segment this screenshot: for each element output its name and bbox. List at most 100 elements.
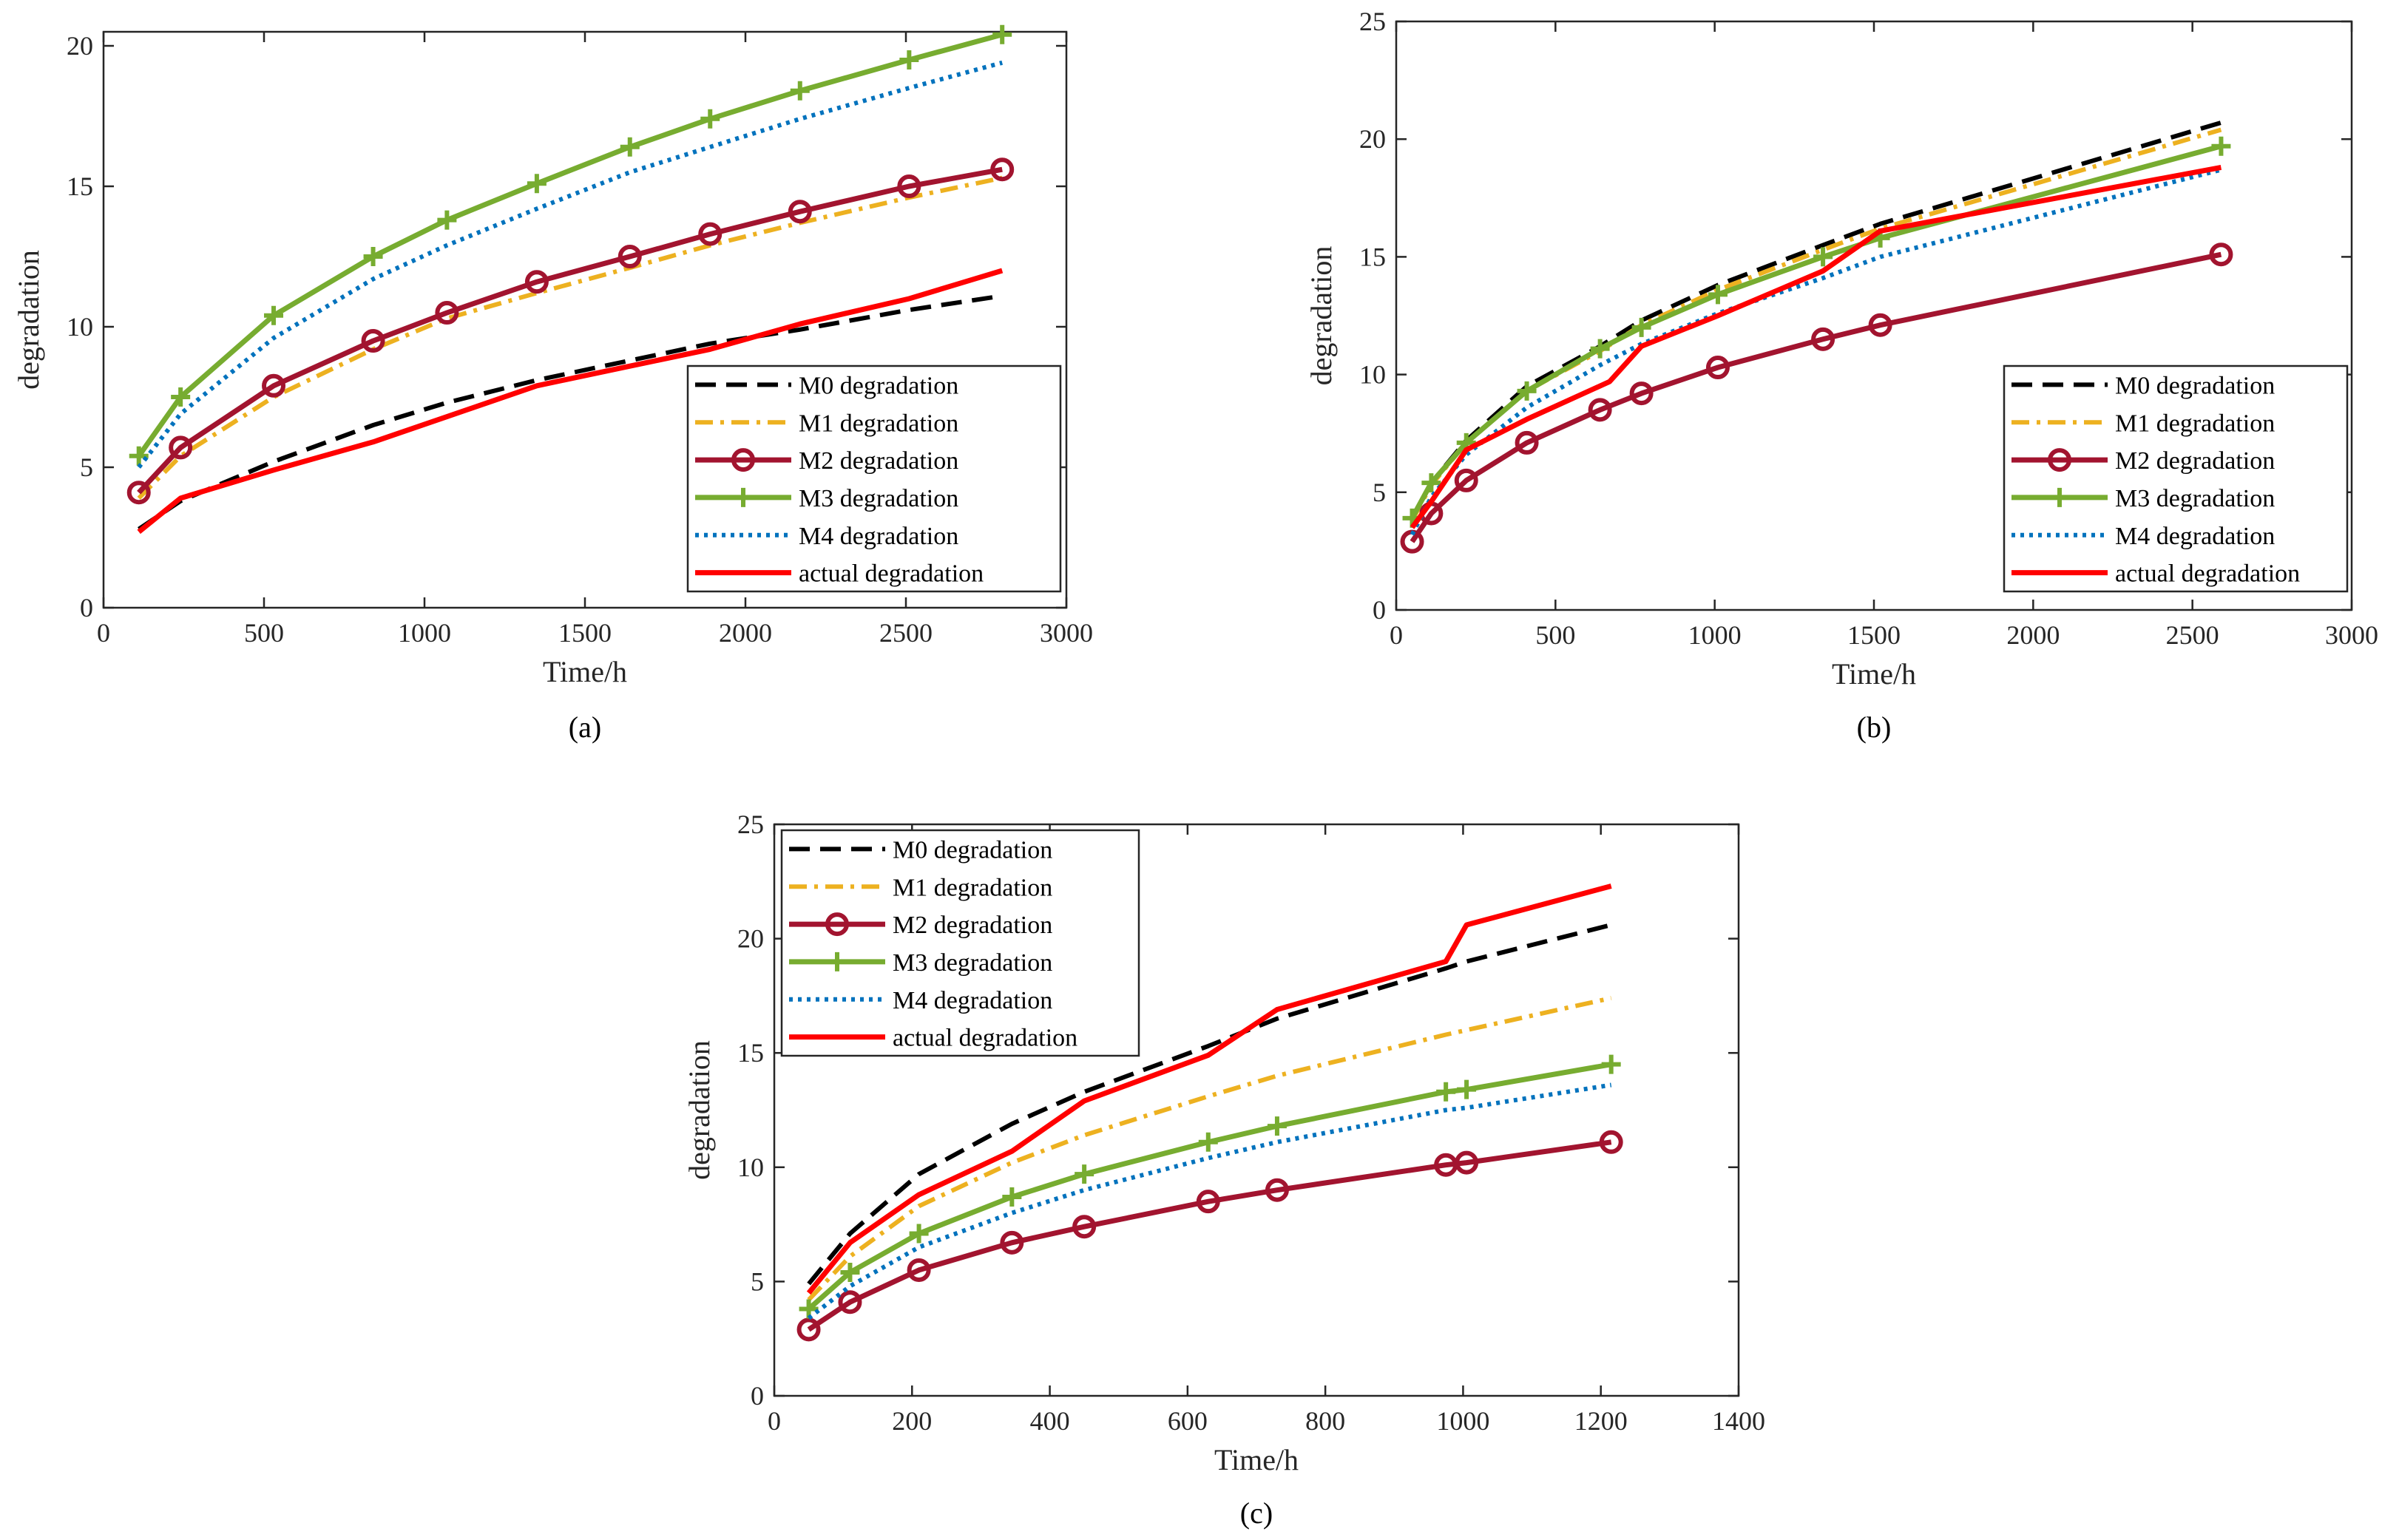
- y-tick-label: 5: [80, 452, 93, 482]
- legend-entry: actual degradation: [2115, 560, 2300, 588]
- data-point: [437, 210, 457, 230]
- x-tick-label: 800: [1305, 1406, 1345, 1436]
- data-point: [899, 50, 919, 69]
- legend-box: [780, 829, 1140, 1057]
- x-tick-label: 1000: [398, 618, 451, 648]
- data-point: [1705, 356, 1730, 380]
- legend: M0 degradation M1 degradation M2 degradati…: [686, 364, 1062, 593]
- y-tick-label: 20: [67, 31, 93, 61]
- x-axis-label: Time/h: [1832, 657, 1916, 691]
- legend-marker: [734, 487, 753, 507]
- legend-entry: M3 degradation: [893, 949, 1052, 977]
- series-m1-degradation: [807, 996, 1612, 1302]
- data-point: [1811, 327, 1835, 351]
- x-tick-label: 2000: [2006, 620, 2060, 650]
- legend-entry: M3 degradation: [2115, 485, 2275, 512]
- series-line: [806, 883, 1612, 1295]
- legend-box: [686, 364, 1062, 593]
- x-tick-label: 1000: [1688, 620, 1742, 650]
- x-tick-label: 3000: [2325, 620, 2378, 650]
- data-point: [1196, 1190, 1220, 1214]
- data-point: [838, 1290, 862, 1315]
- legend-entry: M0 degradation: [893, 836, 1052, 864]
- data-point: [1000, 1230, 1024, 1255]
- data-point: [1421, 473, 1441, 493]
- panel-c: 0 200 400 600 800 1000 1200 1400 0 5 10 15 20 25 Time/…: [683, 810, 1765, 1530]
- legend-entry: M2 degradation: [893, 912, 1052, 939]
- data-point: [788, 200, 812, 224]
- y-axis-label: degradation: [683, 1040, 716, 1180]
- series-m1-degradation: [137, 175, 1003, 500]
- legend-marker: [828, 952, 847, 971]
- data-point: [129, 446, 149, 466]
- data-point: [1515, 430, 1539, 455]
- y-tick-label: 20: [1359, 124, 1386, 154]
- series-m4-degradation: [807, 1082, 1612, 1320]
- x-tick-label: 2500: [879, 618, 933, 648]
- data-point: [700, 109, 720, 129]
- data-point: [527, 174, 547, 194]
- panel-caption: (c): [1240, 1496, 1273, 1530]
- y-axis-label: degradation: [12, 250, 45, 390]
- y-tick-label: 10: [1359, 360, 1386, 390]
- data-point: [1455, 1150, 1479, 1175]
- series-m2-degradation: [796, 1130, 1623, 1342]
- x-tick-label: 1500: [1847, 620, 1901, 650]
- legend: M0 degradation M1 degradation M2 degradati…: [2003, 364, 2349, 593]
- legend-marker: [731, 448, 755, 472]
- data-point: [1708, 285, 1728, 305]
- y-tick-label: 0: [751, 1381, 764, 1411]
- data-point: [435, 301, 459, 325]
- legend-entry: M4 degradation: [2115, 523, 2275, 550]
- series-actual-degradation: [137, 268, 1004, 535]
- panel-b: 0 500 1000 1500 2000 2500 3000 0 5 10 15 20 25 Time/h…: [1305, 7, 2378, 744]
- legend-entry: M1 degradation: [799, 410, 958, 437]
- data-point: [1868, 313, 1892, 337]
- series-line: [137, 268, 1004, 535]
- y-tick-label: 20: [737, 924, 764, 954]
- legend-entry: M4 degradation: [893, 987, 1052, 1014]
- data-point: [1601, 1054, 1621, 1074]
- legend-box: [2003, 364, 2349, 593]
- x-tick-label: 500: [244, 618, 284, 648]
- data-point: [1813, 247, 1833, 267]
- series-line: [1410, 164, 2222, 529]
- y-tick-label: 5: [1373, 478, 1386, 507]
- x-axis-label: Time/h: [543, 655, 627, 688]
- x-tick-label: 600: [1168, 1406, 1208, 1436]
- series-line: [807, 1062, 1612, 1312]
- data-point: [1631, 317, 1651, 337]
- data-point: [907, 1258, 931, 1282]
- x-tick-label: 1200: [1574, 1406, 1628, 1436]
- series-line: [1410, 143, 2222, 520]
- data-point: [1599, 1130, 1623, 1154]
- data-point: [909, 1224, 929, 1244]
- data-point: [361, 329, 385, 353]
- y-tick-label: 25: [737, 810, 764, 839]
- data-point: [1517, 381, 1537, 401]
- data-point: [1590, 339, 1610, 359]
- series-m3-degradation: [799, 1054, 1621, 1319]
- series-line: [1410, 127, 2222, 522]
- series-m2-degradation: [126, 157, 1015, 505]
- data-point: [169, 435, 193, 460]
- x-tick-label: 0: [768, 1406, 781, 1436]
- x-tick-label: 1400: [1712, 1406, 1765, 1436]
- data-point: [1198, 1132, 1218, 1152]
- legend-entry: M3 degradation: [799, 485, 958, 512]
- data-point: [992, 24, 1012, 44]
- data-point: [620, 137, 640, 157]
- data-point: [262, 373, 286, 398]
- series-line: [1410, 251, 2222, 543]
- series-m4-degradation: [137, 60, 1003, 469]
- data-point: [990, 157, 1015, 182]
- data-point: [1075, 1164, 1094, 1184]
- x-tick-label: 1000: [1436, 1406, 1489, 1436]
- series-m3-degradation: [129, 24, 1012, 466]
- x-tick-label: 200: [892, 1406, 932, 1436]
- x-tick-label: 2500: [2166, 620, 2219, 650]
- series-line: [137, 166, 1003, 495]
- data-point: [796, 1317, 821, 1342]
- data-point: [2209, 242, 2233, 267]
